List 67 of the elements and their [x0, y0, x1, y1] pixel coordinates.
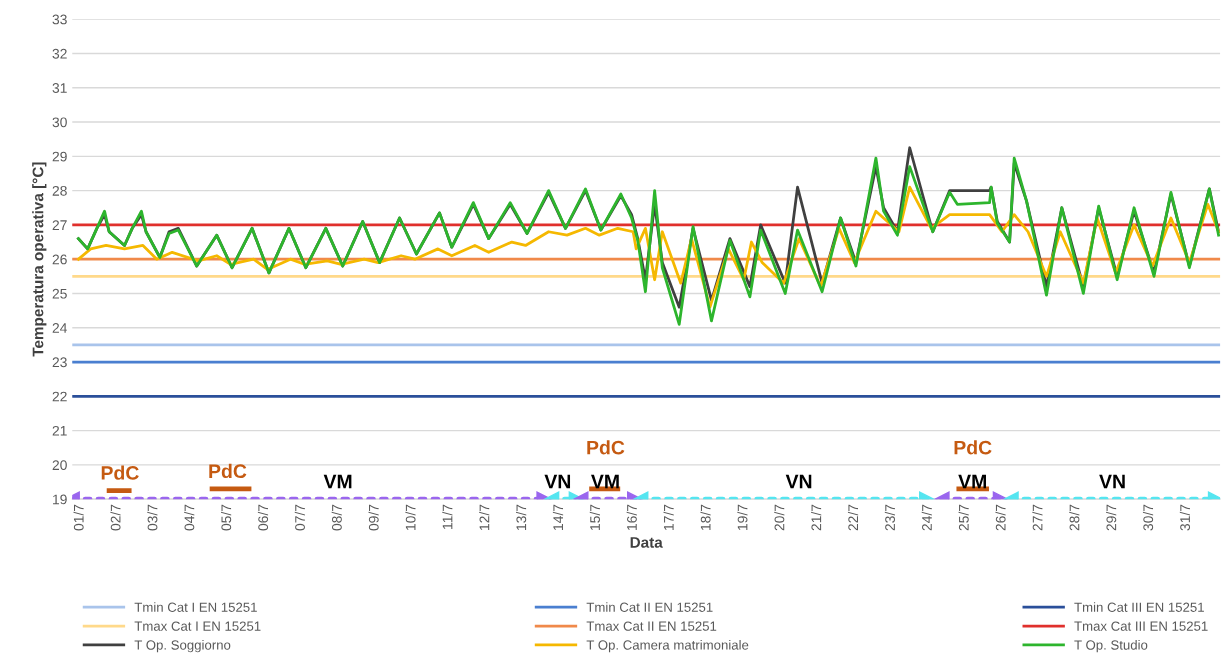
y-tick-label: 20 [52, 460, 67, 471]
x-tick-label: 25/7 [958, 504, 969, 531]
x-tick-label: 29/7 [1106, 504, 1117, 531]
legend-label: Tmax Cat II EN 15251 [586, 621, 717, 631]
y-tick-label: 26 [52, 254, 67, 265]
legend-label: Tmin Cat I EN 15251 [134, 602, 257, 612]
x-tick-label: 12/7 [479, 504, 490, 530]
legend-label: Tmin Cat III EN 15251 [1074, 602, 1204, 612]
x-tick-label: 03/7 [147, 504, 158, 531]
x-tick-label: 30/7 [1142, 504, 1154, 531]
x-tick-label: 17/7 [663, 504, 674, 530]
y-tick-label: 33 [52, 14, 67, 25]
x-tick-label: 16/7 [626, 504, 637, 530]
y-tick-label: 27 [52, 220, 67, 230]
y-tick-label: 23 [52, 357, 67, 368]
legend-label: Tmin Cat II EN 15251 [586, 602, 713, 612]
y-axis-title: Temperatura operativa [°C] [32, 162, 47, 357]
x-axis-title: Data [630, 537, 663, 548]
x-tick-label: 23/7 [884, 504, 895, 531]
x-tick-label: 20/7 [774, 504, 785, 531]
legend-label: T Op. Studio [1074, 640, 1148, 653]
annotation: VM [591, 474, 619, 489]
x-tick-label: 10/7 [405, 504, 416, 530]
legend-label: Tmax Cat I EN 15251 [134, 621, 261, 631]
x-tick-label: 01/7 [73, 504, 84, 531]
x-tick-label: 08/7 [331, 504, 342, 531]
annotation: PdC [954, 440, 992, 455]
annotation: PdC [587, 440, 625, 455]
y-tick-label: 25 [52, 288, 67, 299]
annotation: PdC [101, 465, 139, 480]
y-tick-label: 28 [52, 185, 67, 196]
annotation: VN [544, 474, 571, 489]
x-tick-label: 21/7 [811, 504, 822, 531]
y-tick-label: 19 [53, 494, 67, 505]
legend-label: T Op. Soggiorno [134, 640, 231, 653]
x-tick-label: 26/7 [995, 504, 1006, 531]
y-tick-label: 21 [52, 425, 67, 436]
x-tick-label: 09/7 [368, 504, 379, 531]
x-tick-label: 15/7 [589, 504, 600, 530]
annotation: VM [323, 474, 352, 489]
annotation: VM [958, 474, 986, 489]
y-tick-label: 32 [52, 48, 67, 59]
x-tick-label: 14/7 [552, 504, 564, 530]
y-tick-label: 31 [52, 83, 67, 93]
annotation: VN [1099, 474, 1125, 489]
x-tick-label: 07/7 [294, 504, 305, 531]
x-tick-label: 13/7 [516, 504, 527, 530]
x-tick-label: 19/7 [737, 504, 748, 530]
x-tick-label: 04/7 [184, 504, 195, 531]
y-tick-label: 24 [52, 323, 68, 333]
x-tick-label: 22/7 [847, 504, 859, 531]
y-tick-label: 29 [52, 151, 67, 162]
x-tick-label: 05/7 [221, 504, 232, 531]
y-tick-label: 30 [52, 117, 67, 128]
y-tick-label: 22 [52, 391, 67, 402]
x-tick-label: 02/7 [110, 504, 121, 531]
x-tick-label: 24/7 [921, 504, 932, 531]
legend-label: Tmax Cat III EN 15251 [1074, 621, 1208, 631]
x-tick-label: 18/7 [700, 504, 711, 530]
annotation: VN [785, 474, 812, 489]
x-tick-label: 28/7 [1069, 504, 1080, 531]
x-tick-label: 27/7 [1032, 504, 1043, 531]
x-tick-label: 11/7 [442, 504, 453, 529]
legend-label: T Op. Camera matrimoniale [586, 640, 749, 653]
x-tick-label: 31/7 [1179, 504, 1191, 531]
x-tick-label: 06/7 [257, 504, 269, 531]
annotation: PdC [209, 463, 247, 479]
